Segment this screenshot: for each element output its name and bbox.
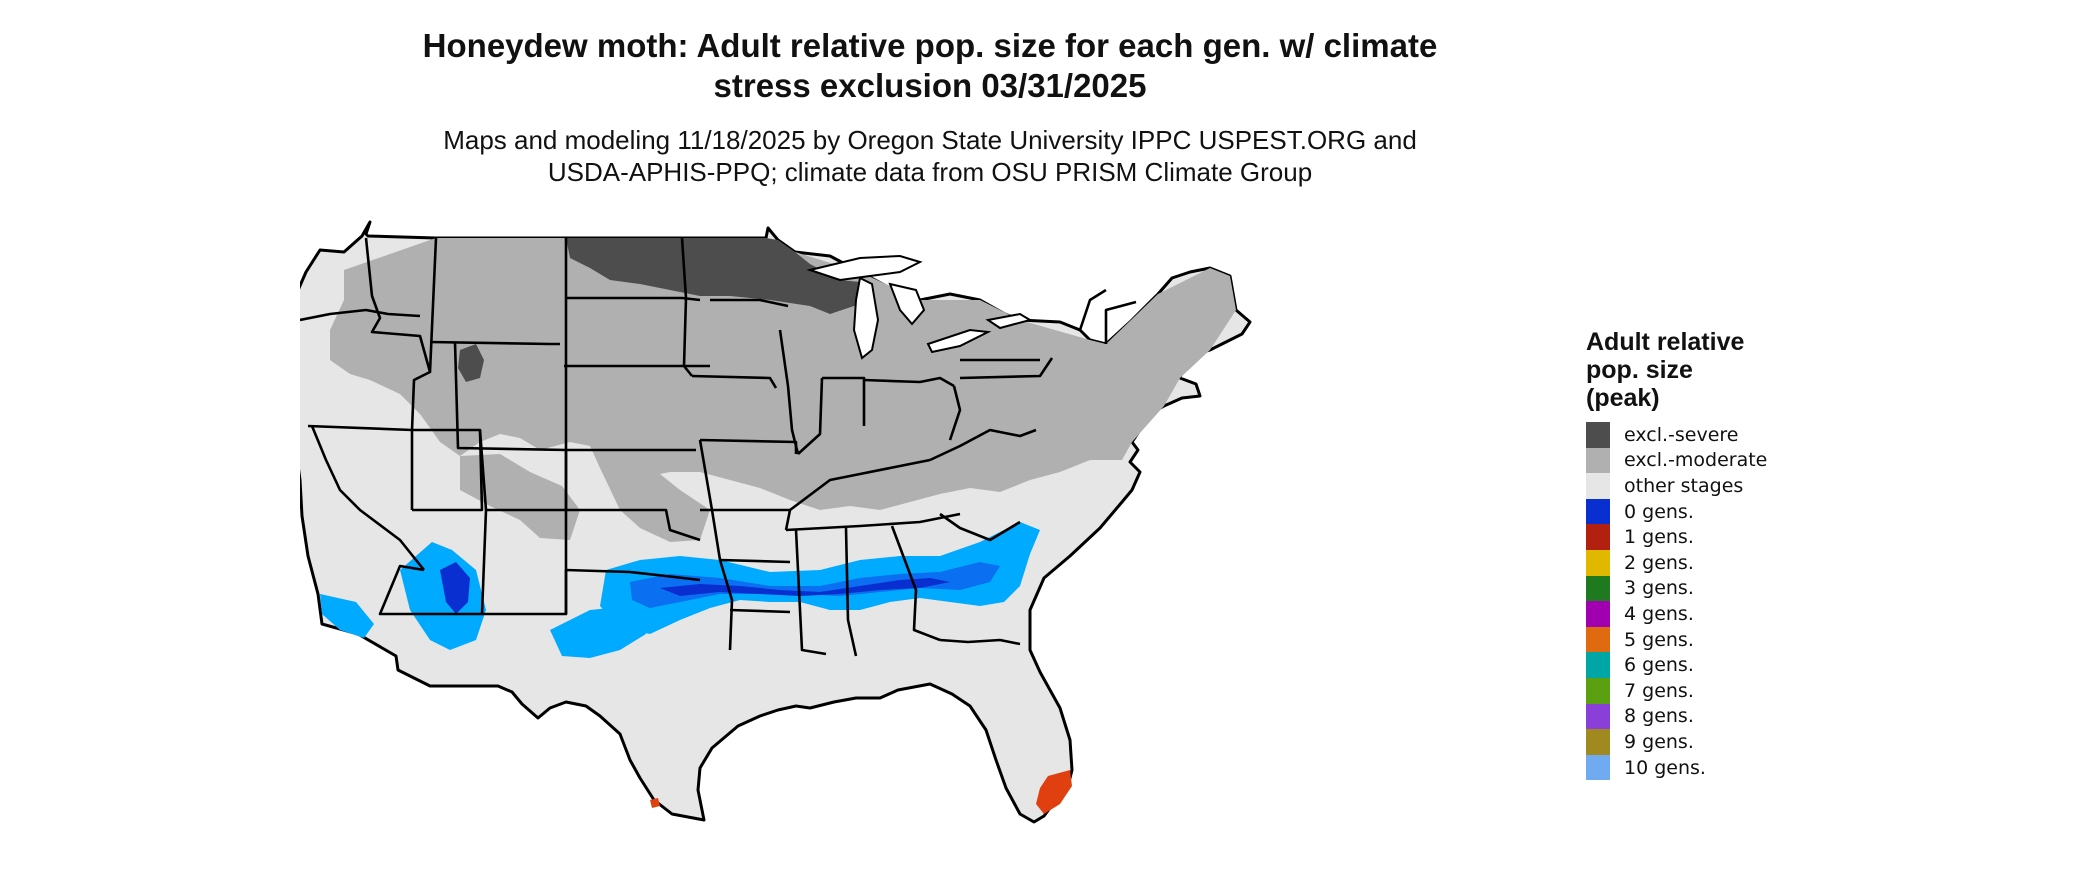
legend-title-line-3: (peak) [1586, 384, 1660, 412]
louisiana-orange-dot [650, 798, 660, 808]
legend-label: 3 gens. [1624, 577, 1694, 600]
excl-severe-rockies [458, 344, 484, 382]
legend-label: 9 gens. [1624, 730, 1694, 753]
legend-item: 10 gens. [1586, 754, 1886, 781]
legend-swatch [1586, 524, 1610, 550]
excl-moderate-southwest [460, 454, 580, 540]
legend-title-line-1: Adult relative [1586, 328, 1745, 356]
legend-swatch [1586, 601, 1610, 627]
legend-item: 6 gens. [1586, 652, 1886, 678]
legend-label: 0 gens. [1624, 500, 1694, 523]
california-blue [320, 594, 374, 638]
legend-swatch [1586, 447, 1610, 474]
legend-swatch [1586, 754, 1610, 781]
state-borders [300, 237, 1137, 657]
excl-moderate-west [600, 460, 710, 542]
legend-swatch [1586, 549, 1610, 576]
legend-swatch [1586, 575, 1610, 602]
legend-item: excl.-moderate [1586, 447, 1886, 474]
lake-ontario [985, 312, 1033, 330]
legend-swatch [1586, 626, 1610, 653]
legend-swatch [1586, 422, 1610, 448]
legend-item: 5 gens. [1586, 626, 1886, 653]
map-subtitle-line-2: USDA-APHIS-PPQ; climate data from OSU PR… [547, 157, 1313, 187]
legend-label: 8 gens. [1624, 705, 1694, 728]
texas-blue [550, 606, 646, 658]
legend-swatch [1586, 729, 1610, 755]
legend-swatch [1586, 703, 1610, 730]
lake-erie [926, 328, 992, 354]
legend-item: excl.-severe [1586, 422, 1886, 448]
legend-item: other stages [1586, 473, 1886, 499]
excl-severe-zone [566, 238, 860, 314]
lake-superior [806, 254, 923, 282]
great-lakes [806, 254, 1033, 360]
legend-swatch [1586, 652, 1610, 678]
legend-item: 3 gens. [1586, 575, 1886, 602]
us-map [300, 220, 1252, 824]
legend-item: 0 gens. [1586, 498, 1886, 525]
legend-item: 7 gens. [1586, 677, 1886, 704]
legend-item: 1 gens. [1586, 524, 1886, 550]
map-legend: Adult relative pop. size (peak) excl.-se… [1586, 328, 1886, 781]
legend-item: 8 gens. [1586, 703, 1886, 730]
lake-michigan [852, 276, 880, 360]
map-title: Honeydew moth: Adult relative pop. size … [380, 26, 1480, 106]
light-blue-band [600, 522, 1040, 634]
legend-title-line-2: pop. size [1586, 356, 1693, 384]
legend-items: excl.-severe excl.-moderate other stages 0 … [1586, 422, 1886, 781]
legend-label: 1 gens. [1624, 526, 1694, 549]
legend-title: Adult relative pop. size (peak) [1586, 328, 1886, 412]
legend-item: 4 gens. [1586, 601, 1886, 627]
legend-label: excl.-moderate [1624, 449, 1768, 472]
legend-item: 9 gens. [1586, 729, 1886, 755]
legend-label: 5 gens. [1624, 628, 1694, 651]
legend-label: 4 gens. [1624, 602, 1694, 625]
legend-swatch [1586, 677, 1610, 704]
arizona-dark-blue [440, 562, 470, 614]
legend-label: excl.-severe [1624, 423, 1739, 446]
dark-blue-streak [660, 578, 950, 596]
south-florida-orange [1036, 770, 1072, 814]
legend-label: 7 gens. [1624, 679, 1694, 702]
map-subtitle: Maps and modeling 11/18/2025 by Oregon S… [380, 124, 1480, 188]
excl-moderate-zone [330, 238, 1236, 510]
lake-huron [888, 282, 926, 326]
map-title-line-1: Honeydew moth: Adult relative pop. size … [422, 27, 1438, 64]
legend-label: 6 gens. [1624, 654, 1694, 677]
legend-label: other stages [1624, 474, 1744, 497]
map-title-line-2: stress exclusion 03/31/2025 [713, 67, 1147, 104]
map-subtitle-line-1: Maps and modeling 11/18/2025 by Oregon S… [443, 125, 1417, 155]
legend-label: 2 gens. [1624, 551, 1694, 574]
legend-item: 2 gens. [1586, 549, 1886, 576]
legend-swatch [1586, 473, 1610, 499]
legend-swatch [1586, 498, 1610, 525]
legend-label: 10 gens. [1624, 756, 1706, 779]
